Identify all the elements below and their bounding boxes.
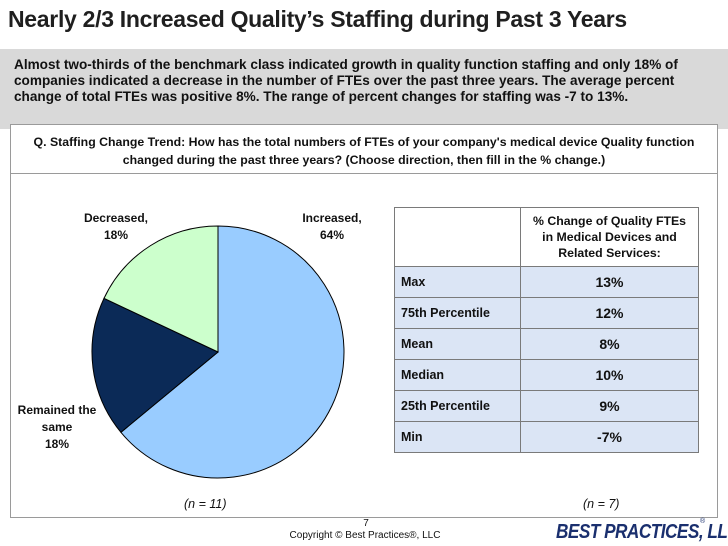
pie-slice-remained xyxy=(91,297,219,434)
pie-label-decreased-value: 18% xyxy=(103,228,129,242)
pie-sample-size: (n = 11) xyxy=(184,497,227,511)
table-row-label: Median xyxy=(394,359,521,391)
content-frame xyxy=(10,172,718,518)
logo-text: BEST PRACTICES, LLC xyxy=(556,521,728,543)
table-row: Median 10% xyxy=(394,359,699,391)
pie-label-remained-value: 18% xyxy=(44,437,70,451)
table-row-label: Mean xyxy=(394,328,521,360)
summary-band xyxy=(0,49,728,129)
slide-title: Nearly 2/3 Increased Quality’s Staffing … xyxy=(8,6,627,32)
pie-slice-decreased xyxy=(103,225,219,353)
table-row: 25th Percentile 9% xyxy=(394,390,699,422)
pie-label-remained-name: Remained the same xyxy=(17,403,97,434)
pie-label-decreased: Decreased, 18% xyxy=(68,210,164,244)
pie-slice-increased xyxy=(120,225,345,479)
page-number: 7 xyxy=(363,518,369,529)
stats-table-header: % Change of Quality FTEs in Medical Devi… xyxy=(520,207,699,267)
logo-registered-mark: ® xyxy=(700,518,706,525)
pie-label-increased-value: 64% xyxy=(319,228,345,242)
pie-label-increased-name: Increased, xyxy=(302,211,362,225)
table-row: Max 13% xyxy=(394,266,699,298)
table-row-label: Max xyxy=(394,266,521,298)
table-row: 75th Percentile 12% xyxy=(394,297,699,329)
question-text: Q. Staffing Change Trend: How has the to… xyxy=(33,135,695,167)
pie-label-decreased-name: Decreased, xyxy=(83,211,149,225)
question-box xyxy=(10,124,718,174)
table-row-label: Min xyxy=(394,421,521,453)
table-row-value: 12% xyxy=(520,297,699,329)
table-row-value: 10% xyxy=(520,359,699,391)
stats-table-header-blank xyxy=(394,207,521,267)
copyright-text: Copyright © Best Practices®, LLC xyxy=(289,530,441,541)
stats-table-header-row: % Change of Quality FTEs in Medical Devi… xyxy=(394,207,699,267)
table-row-value: -7% xyxy=(520,421,699,453)
table-row: Min -7% xyxy=(394,421,699,453)
best-practices-logo: BEST PRACTICES, LLC ® xyxy=(534,515,728,545)
table-row-label: 25th Percentile xyxy=(394,390,521,422)
pie-label-increased: Increased, 64% xyxy=(288,210,376,244)
table-row-value: 9% xyxy=(520,390,699,422)
table-row-label: 75th Percentile xyxy=(394,297,521,329)
stats-table: % Change of Quality FTEs in Medical Devi… xyxy=(394,207,699,453)
table-sample-size: (n = 7) xyxy=(583,497,620,511)
pie-label-remained: Remained the same 18% xyxy=(12,402,102,453)
table-row-value: 8% xyxy=(520,328,699,360)
summary-text: Almost two-thirds of the benchmark class… xyxy=(14,57,678,104)
table-row: Mean 8% xyxy=(394,328,699,360)
table-row-value: 13% xyxy=(520,266,699,298)
title-divider xyxy=(0,44,728,47)
stats-table-header-text: % Change of Quality FTEs in Medical Devi… xyxy=(532,214,687,260)
